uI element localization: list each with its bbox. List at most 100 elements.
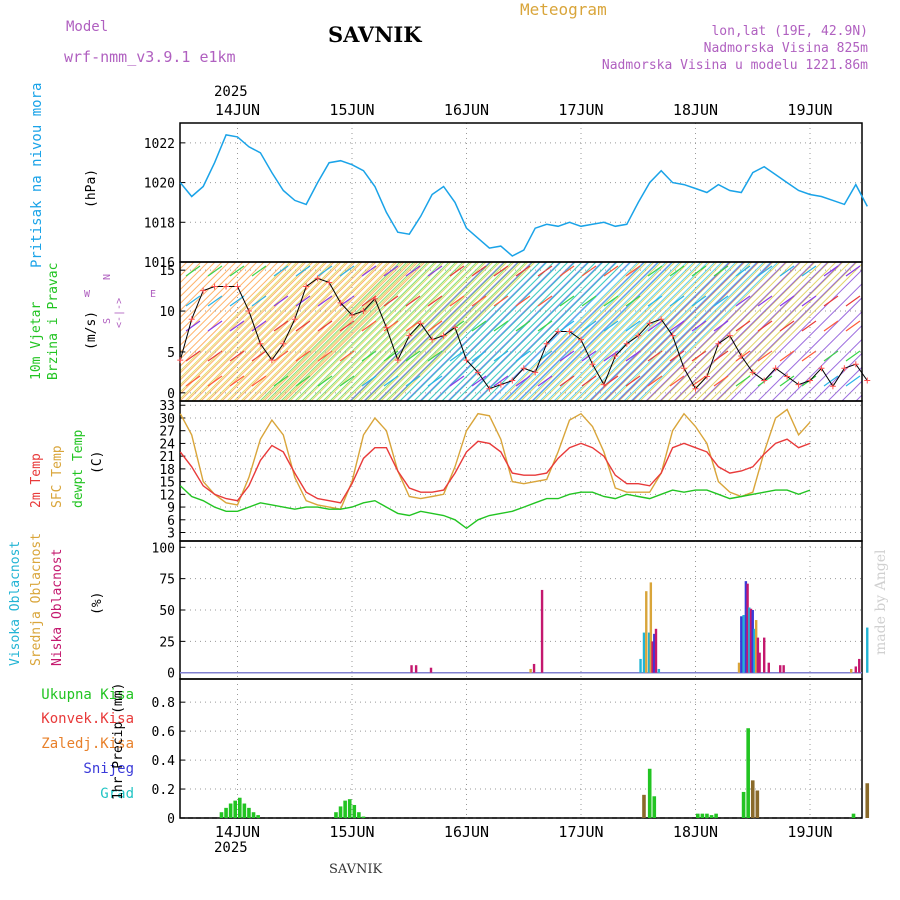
location-coordinates: lon,lat (19E, 42.9N) (711, 24, 868, 39)
wind-barb-line (294, 262, 436, 401)
top-day-label: 15JUN (329, 101, 374, 119)
wind-barb-line (277, 262, 419, 401)
pressure-frame (179, 122, 863, 263)
cloud-bar (744, 581, 748, 673)
wind-barb (295, 350, 311, 362)
wind-y-tick-label: 5 (167, 346, 175, 361)
cloud-bar (858, 658, 861, 673)
wind-barb-line (345, 262, 487, 401)
wind-barb-line (387, 262, 529, 401)
wind-barb-line (282, 262, 424, 401)
wind-barb (251, 320, 267, 332)
bottom-day-label: 15JUN (329, 823, 374, 841)
wind-barb-line (359, 262, 501, 401)
cloud-bar (540, 589, 544, 673)
top-day-label: 18JUN (673, 101, 718, 119)
wind-barb-line (581, 262, 723, 401)
wind-barb-line (296, 262, 438, 401)
precip-bar (642, 794, 646, 818)
cloud-bar (751, 610, 754, 673)
wind-barb (273, 295, 289, 307)
wind-barb-line (461, 262, 603, 401)
wind-barb (625, 375, 641, 387)
wind-speed-point (360, 308, 367, 315)
wind-barb (405, 320, 421, 332)
cloud-bar (763, 637, 766, 673)
precip-bar (647, 768, 652, 818)
wind-barb-line (205, 262, 347, 401)
wind-barb-line (617, 262, 759, 401)
cloud-bar (429, 667, 433, 673)
wind-speed-point (555, 328, 562, 335)
cloud-y-tick-label: 100 (152, 541, 175, 556)
wind-barb (581, 265, 597, 277)
wind-barb-line (602, 262, 744, 401)
wind-barb (383, 375, 399, 387)
wind-barb-line (427, 262, 569, 401)
wind-barb-line (517, 262, 659, 401)
temp-y-tick-label: 21 (159, 450, 175, 465)
wind-speed-point (829, 383, 836, 390)
wind-barb-line (534, 262, 676, 401)
dewpoint-line (179, 485, 811, 530)
wind-barb-line (266, 262, 408, 401)
wind-barb (405, 375, 421, 387)
wind-barb (823, 350, 839, 362)
precip-y-tick-label: 0.8 (152, 696, 175, 711)
station-elevation: Nadmorska Visina 825m (703, 41, 868, 56)
wind-barb-line (180, 262, 312, 393)
wind-barb (317, 320, 333, 332)
cloud-bar (854, 666, 857, 673)
wind-barb-line (180, 262, 237, 319)
wind-barb-line (180, 262, 188, 270)
precip-bar (714, 813, 718, 818)
wind-barb-line (518, 262, 660, 401)
wind-barb (251, 295, 267, 307)
wind-barb-line (511, 262, 653, 401)
model-label: Model (66, 19, 109, 35)
wind-barb (735, 265, 751, 277)
wind-speed-point (726, 332, 733, 339)
wind-barb-line (392, 262, 534, 401)
wind-barb (405, 350, 421, 362)
wind-barb (713, 350, 729, 362)
wind-barb (471, 295, 487, 307)
wind-barb-line (687, 262, 829, 401)
wind-barb (229, 320, 245, 332)
wind-barb (559, 295, 575, 307)
station-title: SAVNIK (328, 22, 422, 47)
precip-bar (652, 796, 657, 818)
top-day-label: 16JUN (444, 101, 489, 119)
cloud-bar (754, 620, 758, 673)
wind-speed-point (314, 275, 321, 282)
precip-bar (352, 804, 357, 818)
wind-barb-line (391, 262, 533, 401)
wind-barb (515, 350, 531, 362)
wind-barb (449, 295, 465, 307)
wind-barb (801, 265, 817, 277)
wind-barb (427, 320, 443, 332)
wind-barb-line (639, 262, 781, 401)
wind-barb-line (630, 262, 772, 401)
wind-barb (449, 265, 465, 277)
wind-barb-line (289, 262, 431, 401)
wind-barb-band-0 (180, 262, 426, 401)
wind-barb (229, 375, 245, 387)
wind-barb (295, 375, 311, 387)
wind-barb (713, 295, 729, 307)
wind-barb (559, 375, 575, 387)
wind-barb (207, 350, 223, 362)
wind-axes: 0 5 10 15 (159, 261, 863, 402)
cloud-y-tick-label: 25 (159, 635, 175, 650)
wind-barb (669, 295, 685, 307)
temp-2m-line (179, 438, 811, 504)
wind-barb-line (434, 262, 576, 401)
wind-barb (625, 320, 641, 332)
wind-barb-line (506, 262, 648, 401)
wind-barb (823, 320, 839, 332)
wind-barb-line (469, 262, 611, 401)
wind-speed-point (211, 283, 218, 290)
wind-barb (405, 295, 421, 307)
wind-barb (383, 295, 399, 307)
precip-frame (179, 678, 863, 819)
